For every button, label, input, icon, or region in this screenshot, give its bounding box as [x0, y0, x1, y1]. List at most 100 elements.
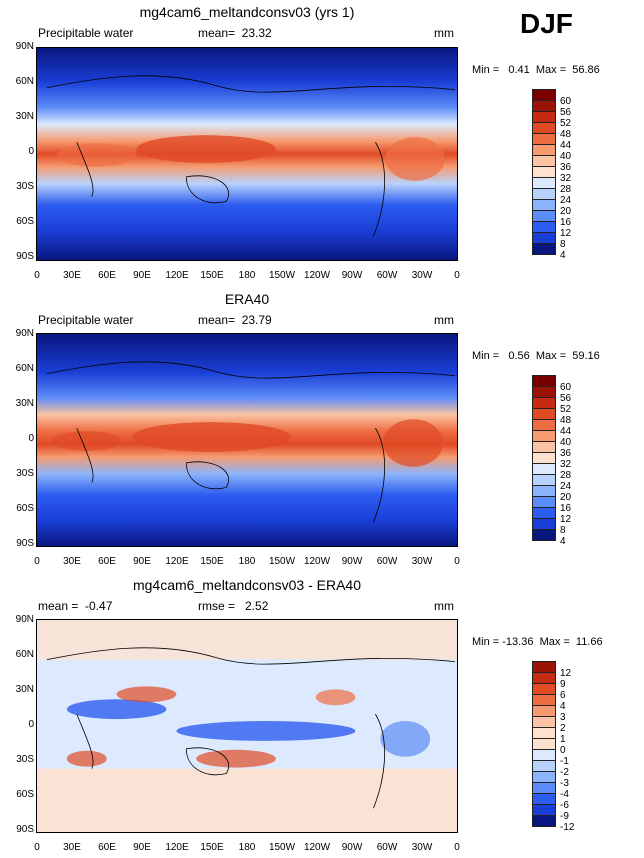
- p2-cb-label: 52: [560, 404, 572, 415]
- p3-lat-0: 0: [28, 719, 34, 730]
- panel-3-colorbar: [532, 661, 556, 827]
- p3-lon-90e: 90E: [133, 842, 151, 853]
- p1-lon-30w: 30W: [411, 270, 433, 281]
- p1-cb-label: 56: [560, 107, 572, 118]
- panel-3-mean: mean = -0.47: [38, 599, 113, 613]
- p3-cb-label: -4: [560, 789, 569, 800]
- p1-cb-label: 20: [560, 206, 572, 217]
- p3-lon-60e: 60E: [98, 842, 116, 853]
- p1-lon-120w: 120W: [303, 270, 331, 281]
- p3-cb-label: 9: [560, 679, 566, 690]
- p2-lon-60w: 60W: [376, 556, 398, 567]
- p3-lat-90s: 90S: [16, 824, 34, 835]
- p1-lat-30s: 30S: [16, 181, 34, 192]
- p1-lon-0: 0: [34, 270, 40, 281]
- p3-cb-label: -9: [560, 811, 569, 822]
- p3-lat-60s: 60S: [16, 789, 34, 800]
- panel-2-variable-label: Precipitable water: [38, 313, 134, 327]
- p1-lon-150w: 150W: [268, 270, 296, 281]
- panel-3-min-max: Min = -13.36 Max = 11.66: [472, 636, 603, 648]
- p3-lon-60w: 60W: [376, 842, 398, 853]
- p3-lon-150w: 150W: [268, 842, 296, 853]
- p3-lon-30w: 30W: [411, 842, 433, 853]
- p3-lon-120w: 120W: [303, 842, 331, 853]
- p2-lon-30e: 30E: [63, 556, 81, 567]
- p3-lon-0: 0: [34, 842, 40, 853]
- p1-cb-label: 36: [560, 162, 572, 173]
- p3-cb-label: 0: [560, 745, 566, 756]
- p2-lon-90e: 90E: [133, 556, 151, 567]
- p1-cb-label: 28: [560, 184, 572, 195]
- p3-cb-label: -3: [560, 778, 569, 789]
- p1-cb-label: 48: [560, 129, 572, 140]
- p1-cb-label: 52: [560, 118, 572, 129]
- p1-cb-label: 44: [560, 140, 572, 151]
- p3-lon-120e: 120E: [165, 842, 189, 853]
- p1-lat-60s: 60S: [16, 216, 34, 227]
- p2-cb-label: 56: [560, 393, 572, 404]
- p2-cb-label: 32: [560, 459, 572, 470]
- p2-lon-150e: 150E: [200, 556, 224, 567]
- panel-2-colorbar: [532, 375, 556, 541]
- p2-cb-label: 12: [560, 514, 572, 525]
- panel-3-rmse: rmse = 2.52: [198, 599, 269, 613]
- panel-1-title: mg4cam6_meltandconsv03 (yrs 1): [139, 4, 355, 20]
- p2-cb-label: 4: [560, 536, 566, 547]
- p1-cb-label: 12: [560, 228, 572, 239]
- p2-lon-180: 180: [238, 556, 256, 567]
- p2-lon-120w: 120W: [303, 556, 331, 567]
- p3-cb-label: 3: [560, 712, 566, 723]
- p2-cb-label: 24: [560, 481, 572, 492]
- p1-lat-90s: 90S: [16, 251, 34, 262]
- panel-1-units: mm: [434, 26, 454, 40]
- p2-cb-label: 20: [560, 492, 572, 503]
- p2-cb-label: 48: [560, 415, 572, 426]
- p2-cb-label: 28: [560, 470, 572, 481]
- p2-lon-60e: 60E: [98, 556, 116, 567]
- p2-lon-90w: 90W: [341, 556, 363, 567]
- panel-2-title: ERA40: [224, 291, 270, 307]
- p3-lat-90n: 90N: [15, 614, 34, 625]
- p3-lat-30n: 30N: [15, 684, 34, 695]
- panel-1-min-max: Min = 0.41 Max = 56.86: [472, 64, 600, 76]
- p3-cb-label: -2: [560, 767, 569, 778]
- p3-lat-60n: 60N: [15, 649, 34, 660]
- p1-cb-label: 8: [560, 239, 566, 250]
- p3-lat-30s: 30S: [16, 754, 34, 765]
- p1-cb-label: 40: [560, 151, 572, 162]
- panel-3-map: [36, 619, 458, 833]
- p3-lon-30e: 30E: [63, 842, 81, 853]
- p3-cb-label: -6: [560, 800, 569, 811]
- panel-3-title: mg4cam6_meltandconsv03 - ERA40: [132, 577, 361, 593]
- p1-lat-30n: 30N: [15, 111, 34, 122]
- panel-2-map: [36, 333, 458, 547]
- p2-lon-0-end: 0: [454, 556, 460, 567]
- p3-cb-label: 4: [560, 701, 566, 712]
- p3-lon-180: 180: [238, 842, 256, 853]
- p1-cb-label: 4: [560, 250, 566, 261]
- p3-cb-label: -12: [560, 822, 575, 833]
- p2-cb-label: 36: [560, 448, 572, 459]
- panel-1-variable-label: Precipitable water: [38, 26, 134, 40]
- p2-lon-120e: 120E: [165, 556, 189, 567]
- panel-2-units: mm: [434, 313, 454, 327]
- p2-lat-30s: 30S: [16, 468, 34, 479]
- p2-cb-label: 60: [560, 382, 572, 393]
- p3-lon-90w: 90W: [341, 842, 363, 853]
- p2-lat-60s: 60S: [16, 503, 34, 514]
- p1-lat-60n: 60N: [15, 76, 34, 87]
- p2-cb-label: 44: [560, 426, 572, 437]
- p1-lon-0-end: 0: [454, 270, 460, 281]
- p2-lat-90s: 90S: [16, 538, 34, 549]
- p1-lon-180: 180: [238, 270, 256, 281]
- p2-lat-0: 0: [28, 433, 34, 444]
- p2-lon-150w: 150W: [268, 556, 296, 567]
- p1-lon-90e: 90E: [133, 270, 151, 281]
- p3-cb-label: 1: [560, 734, 566, 745]
- p1-lat-0: 0: [28, 146, 34, 157]
- p3-lon-0-end: 0: [454, 842, 460, 853]
- p2-cb-label: 8: [560, 525, 566, 536]
- p2-lon-30w: 30W: [411, 556, 433, 567]
- season-label: DJF: [520, 8, 573, 39]
- p1-lon-120e: 120E: [165, 270, 189, 281]
